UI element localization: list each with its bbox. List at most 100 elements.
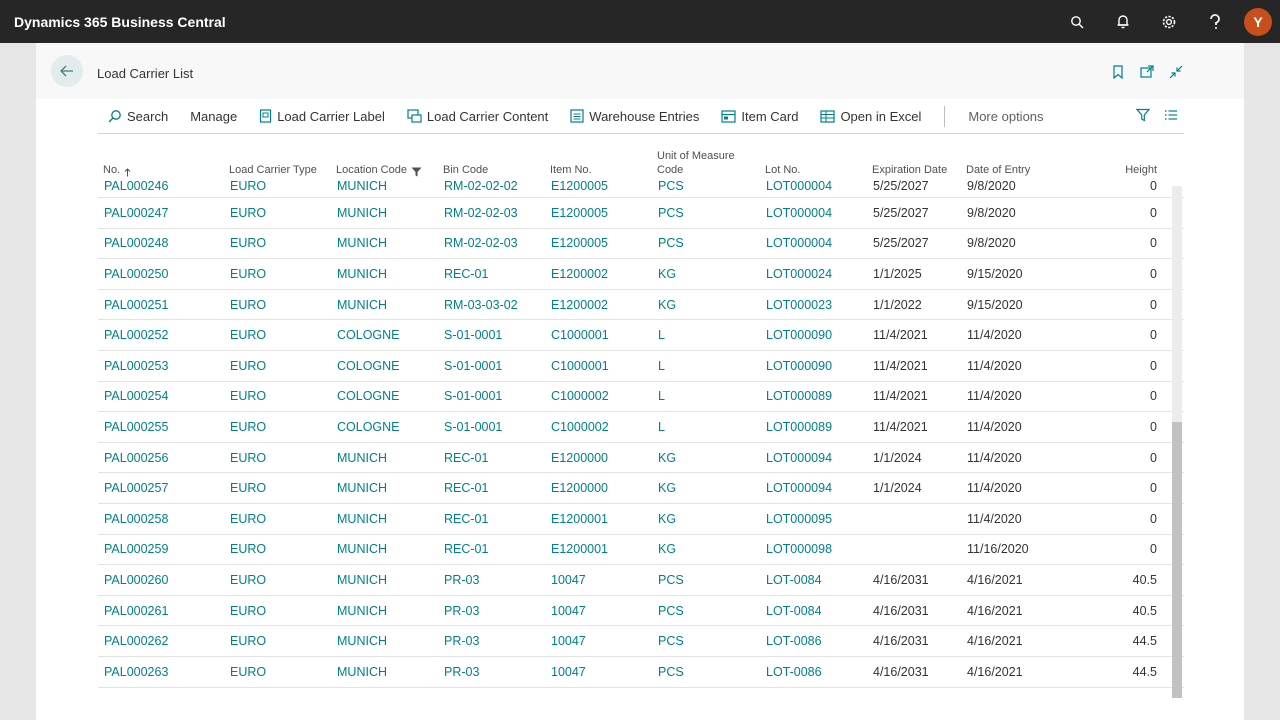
table-row[interactable]: PAL000257 EURO MUNICH REC-01 E1200000 KG LOT00… bbox=[98, 473, 1184, 504]
cell-location-code[interactable]: COLOGNE bbox=[337, 389, 400, 404]
cell-lot-no[interactable]: LOT000094 bbox=[766, 450, 833, 465]
cell-bin-code[interactable]: REC-01 bbox=[444, 511, 489, 526]
cell-item-no[interactable]: 10047 bbox=[551, 664, 586, 679]
table-row[interactable]: PAL000261 EURO MUNICH PR-03 10047 PCS LOT-0084… bbox=[98, 596, 1184, 627]
more-options-button[interactable]: More options bbox=[968, 108, 1044, 124]
cell-load-carrier-type[interactable]: EURO bbox=[230, 389, 267, 404]
cell-no[interactable]: PAL000250 bbox=[104, 266, 169, 281]
cell-no[interactable]: PAL000263 bbox=[104, 664, 169, 679]
table-row[interactable]: PAL000251 EURO MUNICH RM-03-03-02 E1200002 KG… bbox=[98, 290, 1184, 321]
cell-lot-no[interactable]: LOT-0084 bbox=[766, 572, 822, 587]
cell-no[interactable]: PAL000251 bbox=[104, 297, 169, 312]
cell-no[interactable]: PAL000246 bbox=[104, 179, 169, 193]
cell-location-code[interactable]: MUNICH bbox=[337, 634, 387, 649]
cell-load-carrier-type[interactable]: EURO bbox=[230, 205, 267, 220]
cell-bin-code[interactable]: REC-01 bbox=[444, 266, 489, 281]
cell-unit-of-measure-code[interactable]: KG bbox=[658, 266, 677, 281]
cell-item-no[interactable]: E1200002 bbox=[551, 297, 609, 312]
cell-location-code[interactable]: MUNICH bbox=[337, 603, 387, 618]
cell-no[interactable]: PAL000248 bbox=[104, 236, 169, 251]
app-title[interactable]: Dynamics 365 Business Central bbox=[14, 13, 226, 30]
cell-no[interactable]: PAL000258 bbox=[104, 511, 169, 526]
cell-bin-code[interactable]: RM-02-02-02 bbox=[444, 179, 518, 193]
cell-location-code[interactable]: MUNICH bbox=[337, 179, 387, 193]
table-row[interactable]: PAL000248 EURO MUNICH RM-02-02-03 E1200005 PC… bbox=[98, 229, 1184, 260]
table-row[interactable]: PAL000255 EURO COLOGNE S-01-0001 C1000002 L LO… bbox=[98, 412, 1184, 443]
cell-bin-code[interactable]: PR-03 bbox=[444, 634, 480, 649]
cell-unit-of-measure-code[interactable]: L bbox=[658, 328, 665, 343]
cell-location-code[interactable]: COLOGNE bbox=[337, 328, 400, 343]
item-card-action[interactable]: Item Card bbox=[710, 99, 809, 134]
cell-load-carrier-type[interactable]: EURO bbox=[230, 179, 267, 193]
table-row[interactable]: PAL000262 EURO MUNICH PR-03 10047 PCS LOT-0086… bbox=[98, 626, 1184, 657]
search-action[interactable]: Search bbox=[98, 99, 179, 134]
cell-unit-of-measure-code[interactable]: PCS bbox=[658, 179, 684, 193]
cell-location-code[interactable]: MUNICH bbox=[337, 511, 387, 526]
cell-location-code[interactable]: COLOGNE bbox=[337, 419, 400, 434]
cell-no[interactable]: PAL000260 bbox=[104, 572, 169, 587]
column-header-lot-no[interactable]: Lot No. bbox=[765, 163, 800, 177]
cell-item-no[interactable]: E1200000 bbox=[551, 450, 609, 465]
cell-no[interactable]: PAL000254 bbox=[104, 389, 169, 404]
cell-item-no[interactable]: C1000001 bbox=[551, 358, 609, 373]
cell-unit-of-measure-code[interactable]: KG bbox=[658, 297, 677, 312]
cell-bin-code[interactable]: RM-02-02-03 bbox=[444, 205, 518, 220]
cell-item-no[interactable]: E1200005 bbox=[551, 179, 609, 193]
column-header-item-no[interactable]: Item No. bbox=[550, 163, 592, 177]
cell-lot-no[interactable]: LOT000098 bbox=[766, 542, 833, 557]
cell-lot-no[interactable]: LOT-0086 bbox=[766, 634, 822, 649]
open-in-excel-action[interactable]: Open in Excel bbox=[809, 99, 932, 134]
cell-lot-no[interactable]: LOT000095 bbox=[766, 511, 833, 526]
cell-no[interactable]: PAL000256 bbox=[104, 450, 169, 465]
back-button[interactable] bbox=[51, 55, 83, 87]
cell-unit-of-measure-code[interactable]: PCS bbox=[658, 603, 684, 618]
cell-lot-no[interactable]: LOT000089 bbox=[766, 389, 833, 404]
column-header-no[interactable]: No. bbox=[103, 163, 131, 177]
table-row[interactable]: PAL000253 EURO COLOGNE S-01-0001 C1000001 L LO… bbox=[98, 351, 1184, 382]
cell-unit-of-measure-code[interactable]: PCS bbox=[658, 572, 684, 587]
collapse-icon[interactable] bbox=[1165, 61, 1186, 82]
load-carrier-content-action[interactable]: Load Carrier Content bbox=[396, 99, 559, 134]
cell-location-code[interactable]: MUNICH bbox=[337, 450, 387, 465]
cell-unit-of-measure-code[interactable]: PCS bbox=[658, 634, 684, 649]
search-icon[interactable] bbox=[1054, 0, 1100, 43]
cell-unit-of-measure-code[interactable]: L bbox=[658, 419, 665, 434]
cell-unit-of-measure-code[interactable]: KG bbox=[658, 481, 677, 496]
avatar[interactable]: Y bbox=[1244, 7, 1272, 36]
table-row[interactable]: PAL000263 EURO MUNICH PR-03 10047 PCS LOT-0086… bbox=[98, 657, 1184, 688]
cell-item-no[interactable]: 10047 bbox=[551, 572, 586, 587]
cell-load-carrier-type[interactable]: EURO bbox=[230, 572, 267, 587]
cell-load-carrier-type[interactable]: EURO bbox=[230, 358, 267, 373]
cell-bin-code[interactable]: S-01-0001 bbox=[444, 419, 503, 434]
cell-bin-code[interactable]: REC-01 bbox=[444, 450, 489, 465]
cell-load-carrier-type[interactable]: EURO bbox=[230, 450, 267, 465]
bell-icon[interactable] bbox=[1100, 0, 1146, 43]
list-view-icon[interactable] bbox=[1164, 109, 1178, 124]
cell-item-no[interactable]: E1200001 bbox=[551, 542, 609, 557]
cell-no[interactable]: PAL000253 bbox=[104, 358, 169, 373]
cell-unit-of-measure-code[interactable]: KG bbox=[658, 542, 677, 557]
cell-lot-no[interactable]: LOT000090 bbox=[766, 358, 833, 373]
table-row[interactable]: PAL000254 EURO COLOGNE S-01-0001 C1000002 L LO… bbox=[98, 382, 1184, 413]
cell-load-carrier-type[interactable]: EURO bbox=[230, 634, 267, 649]
cell-bin-code[interactable]: REC-01 bbox=[444, 542, 489, 557]
cell-bin-code[interactable]: S-01-0001 bbox=[444, 358, 503, 373]
cell-location-code[interactable]: MUNICH bbox=[337, 205, 387, 220]
bookmark-icon[interactable] bbox=[1107, 61, 1128, 82]
load-carrier-label-action[interactable]: Load Carrier Label bbox=[248, 99, 396, 134]
table-row[interactable]: PAL000260 EURO MUNICH PR-03 10047 PCS LOT-0084… bbox=[98, 565, 1184, 596]
cell-item-no[interactable]: C1000001 bbox=[551, 328, 609, 343]
cell-item-no[interactable]: 10047 bbox=[551, 603, 586, 618]
cell-load-carrier-type[interactable]: EURO bbox=[230, 297, 267, 312]
filter-icon[interactable] bbox=[1135, 108, 1151, 125]
cell-no[interactable]: PAL000262 bbox=[104, 634, 169, 649]
cell-load-carrier-type[interactable]: EURO bbox=[230, 664, 267, 679]
warehouse-entries-action[interactable]: Warehouse Entries bbox=[559, 99, 710, 134]
cell-item-no[interactable]: E1200001 bbox=[551, 511, 609, 526]
cell-bin-code[interactable]: RM-02-02-03 bbox=[444, 236, 518, 251]
cell-lot-no[interactable]: LOT-0084 bbox=[766, 603, 822, 618]
cell-bin-code[interactable]: S-01-0001 bbox=[444, 389, 503, 404]
cell-bin-code[interactable]: S-01-0001 bbox=[444, 328, 503, 343]
cell-location-code[interactable]: MUNICH bbox=[337, 542, 387, 557]
cell-unit-of-measure-code[interactable]: KG bbox=[658, 511, 677, 526]
